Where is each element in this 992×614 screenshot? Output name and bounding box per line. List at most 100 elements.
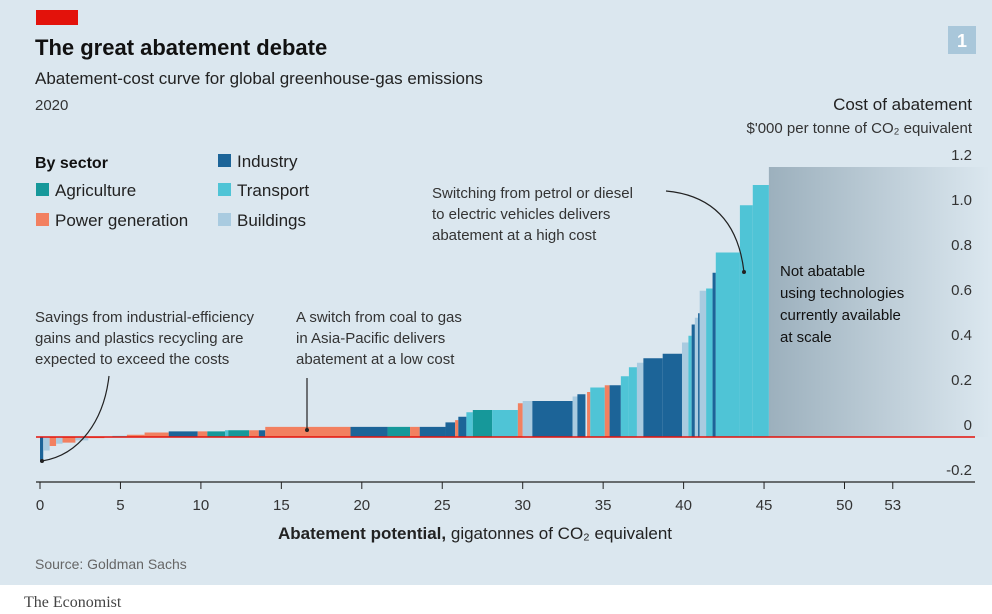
x-tick-label: 40 <box>675 497 692 514</box>
bar-power-generation <box>604 385 610 437</box>
bar-buildings <box>75 437 89 441</box>
y-tick-label: 0.4 <box>951 327 972 344</box>
bar-power-generation <box>144 432 169 437</box>
x-tick-label: 35 <box>595 497 612 514</box>
chart-year: 2020 <box>35 97 68 114</box>
y-axis-title: Cost of abatement <box>833 95 972 114</box>
annotation-line: Savings from industrial-efficiency <box>35 309 254 326</box>
x-tick-label: 15 <box>273 497 290 514</box>
annotation-leader <box>41 375 110 462</box>
bar-transport <box>492 410 518 437</box>
bar-buildings <box>522 401 533 437</box>
chart-title: The great abatement debate <box>35 35 327 60</box>
x-axis-title: Abatement potential, gigatonnes of CO₂ e… <box>278 524 672 543</box>
y-tick-label: 1.2 <box>951 147 972 164</box>
x-axis-title-rest: gigatonnes of CO₂ equivalent <box>451 524 672 543</box>
annotation-dot <box>40 459 44 463</box>
bar-industry <box>350 426 388 437</box>
bar-industry <box>643 358 663 437</box>
y-tick-label: 0 <box>964 417 972 434</box>
legend-label: Agriculture <box>55 181 136 200</box>
bar-transport <box>739 205 753 437</box>
bar-power-generation <box>62 437 76 443</box>
annotation-line: currently available <box>780 307 901 324</box>
bar-power-generation <box>265 426 351 437</box>
bar-transport <box>225 430 229 437</box>
annotation-line: using technologies <box>780 285 904 302</box>
bar-agriculture <box>228 430 250 437</box>
legend-title: By sector <box>35 155 108 172</box>
y-tick-label: 1.0 <box>951 192 972 209</box>
y-tick-label: 0.6 <box>951 282 972 299</box>
bar-industry <box>698 313 700 437</box>
bar-buildings <box>681 342 689 437</box>
bar-industry <box>609 385 621 437</box>
legend-label: Power generation <box>55 211 188 230</box>
legend-swatch <box>218 183 231 196</box>
annotation-line: Switching from petrol or diesel <box>432 185 633 202</box>
bar-industry <box>532 401 573 437</box>
bar-power-generation <box>197 431 208 437</box>
bar-buildings <box>43 437 50 451</box>
chart-subtitle: Abatement-cost curve for global greenhou… <box>35 69 483 88</box>
x-tick-label: 5 <box>116 497 124 514</box>
bar-transport <box>752 185 769 437</box>
bar-industry <box>577 394 586 437</box>
x-tick-label: 53 <box>884 497 901 514</box>
x-tick-label: 0 <box>36 497 44 514</box>
bar-transport <box>628 367 637 437</box>
bar-buildings <box>636 362 644 437</box>
annotation-not-abatable: Not abatable using technologies currentl… <box>780 263 904 346</box>
bar-power-generation <box>517 403 523 437</box>
x-axis-title-bold: Abatement potential, <box>278 524 446 543</box>
brand-red-tag <box>36 10 78 25</box>
brand-logo: The Economist <box>24 594 122 611</box>
x-tick-label: 25 <box>434 497 451 514</box>
bar-transport <box>706 288 713 437</box>
y-tick-label: 0.8 <box>951 237 972 254</box>
annotation-line: abatement at a high cost <box>432 227 597 244</box>
source-note: Source: Goldman Sachs <box>35 556 187 572</box>
x-tick-label: 45 <box>756 497 773 514</box>
legend-label: Industry <box>237 152 298 171</box>
annotation-line: to electric vehicles delivers <box>432 206 610 223</box>
bar-buildings <box>56 437 63 444</box>
legend-label: Buildings <box>237 211 306 230</box>
annotation-line: gains and plastics recycling are <box>35 330 243 347</box>
bar-transport <box>590 387 605 437</box>
x-tick-label: 20 <box>353 497 370 514</box>
bar-industry <box>662 353 682 437</box>
bar-industry <box>419 426 446 437</box>
annotation-line: in Asia-Pacific delivers <box>296 330 445 347</box>
bar-buildings <box>694 317 699 437</box>
bar-agriculture <box>387 426 411 437</box>
bar-industry <box>445 422 456 437</box>
bar-power-generation <box>49 437 57 446</box>
legend-item-transport: Transport <box>218 181 309 200</box>
legend-swatch <box>36 183 49 196</box>
annotation-ev: Switching from petrol or diesel to elect… <box>432 185 746 274</box>
annotation-line: abatement at a low cost <box>296 351 455 368</box>
annotation-industrial: Savings from industrial-efficiency gains… <box>35 309 254 463</box>
legend-item-industry: Industry <box>218 152 298 171</box>
bar-transport <box>715 252 740 437</box>
y-axis-unit: $'000 per tonne of CO₂ equivalent <box>746 120 972 137</box>
y-tick-label: -0.2 <box>946 462 972 479</box>
bar-transport <box>688 335 692 437</box>
bar-buildings <box>699 290 707 437</box>
chart-number-badge <box>948 26 976 54</box>
bar-power-generation <box>455 420 459 437</box>
annotation-leader <box>665 190 745 273</box>
x-tick-label: 50 <box>836 497 853 514</box>
bar-agriculture <box>472 410 493 437</box>
annotation-line: A switch from coal to gas <box>296 309 462 326</box>
legend-item-agriculture: Agriculture <box>36 181 136 200</box>
annotation-coal-gas: A switch from coal to gas in Asia-Pacifi… <box>296 309 462 432</box>
plot-area: 0 5 10 15 20 25 30 35 40 45 50 53 1.2 1.0 0.8 0.6 0.4 0.2… <box>36 147 990 514</box>
bar-industry <box>691 324 695 437</box>
bar-transport <box>466 412 473 437</box>
bar-agriculture <box>207 431 226 437</box>
annotation-dot <box>742 270 746 274</box>
legend-item-buildings: Buildings <box>218 211 306 230</box>
